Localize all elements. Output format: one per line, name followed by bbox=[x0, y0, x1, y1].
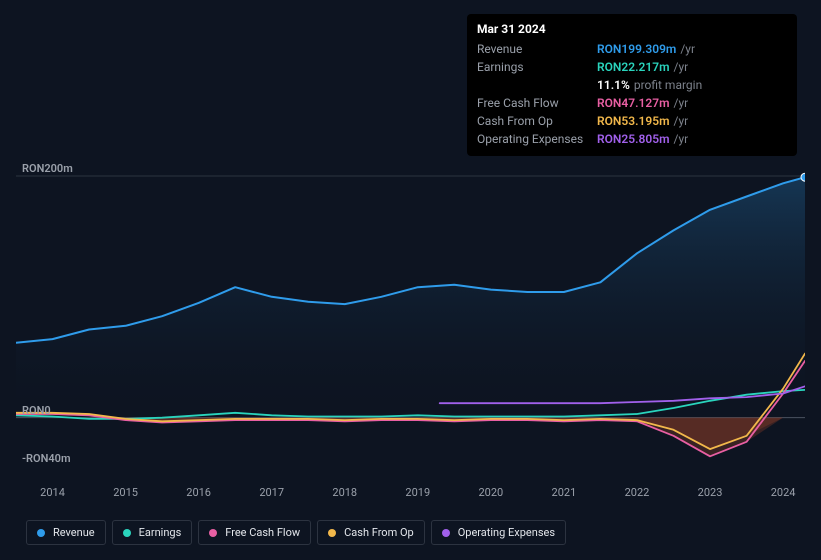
tooltip-suffix: /yr bbox=[674, 114, 689, 128]
x-axis-label: 2015 bbox=[113, 486, 138, 499]
legend-item[interactable]: Operating Expenses bbox=[431, 520, 566, 545]
chart-tooltip: Mar 31 2024 RevenueRON199.309m/yrEarning… bbox=[467, 14, 797, 156]
y-axis-label: RON200m bbox=[22, 162, 73, 175]
tooltip-row: RevenueRON199.309m/yr bbox=[477, 40, 787, 58]
financial-chart[interactable]: RON200m RON0 -RON40m 2014 2015 2016 2017 2018 2… bbox=[16, 160, 805, 500]
legend-label: Free Cash Flow bbox=[225, 526, 300, 539]
x-axis-label: 2017 bbox=[259, 486, 284, 499]
tooltip-label: Free Cash Flow bbox=[477, 96, 597, 110]
legend-dot-icon bbox=[123, 529, 131, 537]
x-axis-label: 2018 bbox=[332, 486, 357, 499]
tooltip-value: RON199.309m bbox=[597, 42, 676, 56]
tooltip-value: RON25.805m bbox=[597, 132, 670, 146]
legend-label: Cash From Op bbox=[344, 526, 414, 539]
tooltip-row: 11.1% profit margin bbox=[477, 76, 787, 94]
tooltip-value: RON22.217m bbox=[597, 60, 670, 74]
tooltip-date: Mar 31 2024 bbox=[477, 22, 787, 36]
tooltip-value: RON47.127m bbox=[597, 96, 670, 110]
x-axis-label: 2023 bbox=[698, 486, 723, 499]
tooltip-label: Cash From Op bbox=[477, 114, 597, 128]
plot-svg bbox=[16, 160, 805, 480]
tooltip-suffix: /yr bbox=[674, 132, 689, 146]
tooltip-value: RON53.195m bbox=[597, 114, 670, 128]
x-axis-label: 2020 bbox=[478, 486, 503, 499]
tooltip-value: 11.1% bbox=[597, 78, 630, 92]
tooltip-label: Operating Expenses bbox=[477, 132, 597, 146]
legend-dot-icon bbox=[209, 529, 217, 537]
tooltip-suffix: /yr bbox=[680, 42, 695, 56]
y-axis-label: -RON40m bbox=[22, 452, 71, 465]
x-axis-label: 2014 bbox=[40, 486, 65, 499]
tooltip-suffix: profit margin bbox=[634, 78, 702, 92]
tooltip-row: EarningsRON22.217m/yr bbox=[477, 58, 787, 76]
legend-item[interactable]: Revenue bbox=[26, 520, 106, 545]
tooltip-rows: RevenueRON199.309m/yrEarningsRON22.217m/… bbox=[477, 40, 787, 148]
legend-item[interactable]: Cash From Op bbox=[317, 520, 425, 545]
tooltip-label: Revenue bbox=[477, 42, 597, 56]
x-axis-label: 2019 bbox=[405, 486, 430, 499]
legend-item[interactable]: Free Cash Flow bbox=[198, 520, 311, 545]
x-axis-label: 2022 bbox=[625, 486, 650, 499]
y-axis-label: RON0 bbox=[22, 404, 51, 417]
tooltip-row: Operating ExpensesRON25.805m/yr bbox=[477, 130, 787, 148]
legend-dot-icon bbox=[328, 529, 336, 537]
x-axis-label: 2016 bbox=[186, 486, 211, 499]
tooltip-label: Earnings bbox=[477, 60, 597, 74]
x-axis-label: 2024 bbox=[771, 486, 796, 499]
tooltip-row: Free Cash FlowRON47.127m/yr bbox=[477, 94, 787, 112]
x-axis-label: 2021 bbox=[552, 486, 577, 499]
legend-label: Revenue bbox=[53, 526, 95, 539]
tooltip-suffix: /yr bbox=[674, 96, 689, 110]
legend-dot-icon bbox=[37, 529, 45, 537]
legend-label: Operating Expenses bbox=[458, 526, 555, 539]
legend-dot-icon bbox=[442, 529, 450, 537]
tooltip-label bbox=[477, 78, 597, 92]
legend-label: Earnings bbox=[139, 526, 182, 539]
tooltip-suffix: /yr bbox=[674, 60, 689, 74]
legend-item[interactable]: Earnings bbox=[112, 520, 193, 545]
legend: Revenue Earnings Free Cash Flow Cash From O… bbox=[26, 520, 566, 545]
tooltip-row: Cash From OpRON53.195m/yr bbox=[477, 112, 787, 130]
